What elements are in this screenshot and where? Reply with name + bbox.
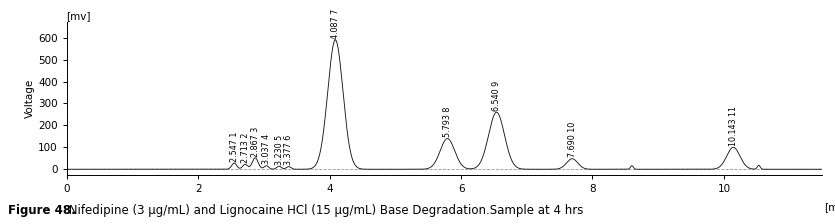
- Text: 3.377 6: 3.377 6: [284, 135, 293, 165]
- Text: [mv]: [mv]: [66, 11, 90, 21]
- Text: 7.690 10: 7.690 10: [568, 122, 577, 157]
- Text: Nifedipine (3 μg/mL) and Lignocaine HCl (15 μg/mL) Base Degradation.Sample at 4 : Nifedipine (3 μg/mL) and Lignocaine HCl …: [65, 204, 584, 217]
- Text: 2.867 3: 2.867 3: [250, 126, 260, 157]
- Text: 2.547 1: 2.547 1: [230, 131, 239, 162]
- Text: 5.793 8: 5.793 8: [443, 107, 452, 137]
- Text: 6.540 9: 6.540 9: [492, 81, 501, 111]
- Text: 3.230 5: 3.230 5: [275, 135, 284, 165]
- Text: 3.037 4: 3.037 4: [262, 134, 271, 164]
- Y-axis label: Voltage: Voltage: [25, 79, 35, 118]
- Text: [min.]: [min.]: [824, 202, 835, 212]
- Text: 10.143 11: 10.143 11: [729, 106, 738, 146]
- Text: Figure 48.: Figure 48.: [8, 204, 76, 217]
- Text: 2.713 2: 2.713 2: [240, 133, 250, 163]
- Text: 4.087 7: 4.087 7: [331, 8, 340, 39]
